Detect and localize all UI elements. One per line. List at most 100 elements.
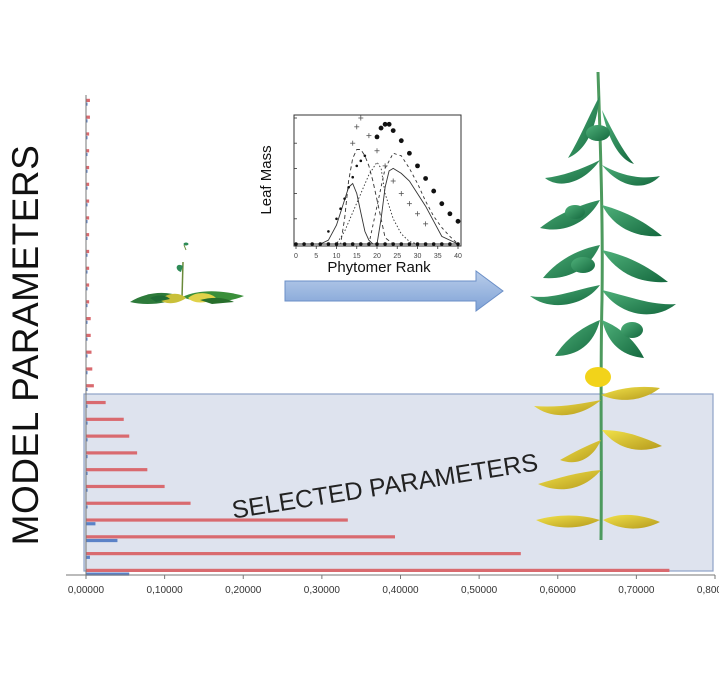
bar-series-1-row-6 [86, 182, 90, 186]
inset-large-dot [439, 201, 445, 207]
inset-large-dot [382, 121, 388, 127]
inset-large-dot [455, 218, 461, 224]
inset-small-dot [359, 159, 363, 163]
bar-series-2-row-25 [86, 505, 88, 509]
bar-series-2-row-19 [86, 404, 88, 408]
inset-large-dot [447, 211, 453, 217]
inset-large-dot [374, 134, 380, 140]
bar-series-2-row-29 [86, 572, 130, 576]
inset-small-dot [347, 186, 350, 189]
bar-chart-x-ticks: 0,00000 0,10000 0,20000 0,30000 0,40000 0,500… [68, 575, 719, 596]
inset-small-dot [343, 197, 346, 200]
bar-series-2-row-14 [86, 320, 88, 324]
inset-baseline-dot [407, 242, 412, 246]
inset-baseline-dot [399, 242, 404, 246]
inset-x-tick-label: 20 [373, 253, 381, 260]
inset-baseline-dot [342, 242, 347, 246]
inset-small-dot [355, 164, 359, 168]
bar-series-2-row-18 [86, 387, 88, 392]
seedling-plant-image [130, 242, 244, 305]
inset-small-dot [363, 154, 367, 158]
bar-chart [86, 98, 670, 576]
bar-series-1-row-3 [86, 132, 90, 136]
bar-series-2-row-23 [86, 471, 88, 475]
inset-baseline-dot [431, 242, 436, 246]
inset-plus-marker [423, 221, 429, 227]
bar-series-2-row-13 [86, 303, 88, 308]
bar-series-2-row-22 [86, 455, 88, 459]
inset-curve-4 [296, 167, 459, 245]
inset-baseline-dot [334, 242, 339, 246]
inset-x-tick-label: 40 [454, 253, 462, 260]
bar-series-1-row-12 [86, 283, 90, 287]
inset-plus-marker [415, 211, 420, 217]
inset-large-dot [390, 128, 396, 134]
bar-series-2-row-2 [86, 119, 88, 123]
bar-series-2-row-12 [86, 287, 88, 291]
bar-series-1-row-10 [86, 249, 90, 254]
bar-series-2-row-27 [86, 538, 118, 543]
bar-series-1-row-14 [86, 317, 91, 321]
bar-series-1-row-18 [86, 384, 94, 388]
bar-series-1-row-26 [86, 518, 348, 522]
inset-plus-marker [354, 124, 360, 130]
inset-baseline-dot [350, 242, 355, 246]
inset-plus-marker [366, 133, 372, 139]
bar-series-2-row-7 [86, 203, 88, 207]
inset-x-tick-label: 25 [393, 253, 401, 260]
bar-series-1-row-19 [86, 400, 106, 405]
inset-small-dot [351, 175, 355, 179]
inset-large-dot [386, 121, 392, 127]
bar-series-2-row-10 [86, 253, 88, 257]
bar-series-1-row-13 [86, 300, 90, 304]
bar-series-1-row-24 [86, 484, 165, 489]
bar-series-1-row-1 [86, 98, 90, 102]
inset-baseline-dot [367, 242, 371, 246]
bar-series-1-row-2 [86, 115, 90, 119]
bar-series-2-row-26 [86, 522, 96, 526]
inset-large-dot [423, 176, 428, 181]
inset-large-dot [415, 163, 420, 169]
inset-plus-marker [382, 163, 388, 169]
bar-series-2-row-5 [86, 169, 88, 173]
bar-series-1-row-29 [86, 568, 670, 572]
bar-series-1-row-7 [86, 199, 90, 203]
inset-x-tick-label: 15 [353, 253, 361, 260]
bar-series-1-row-9 [86, 233, 90, 237]
inset-baseline-dot [375, 242, 379, 246]
bar-series-2-row-28 [86, 555, 90, 559]
bar-series-2-row-15 [86, 337, 88, 341]
x-tick-label: 0,70000 [618, 585, 655, 596]
bar-series-2-row-3 [86, 136, 88, 140]
inset-baseline-dot [415, 242, 420, 246]
bar-series-1-row-4 [86, 149, 90, 153]
inset-plus-marker [374, 148, 380, 154]
x-tick-label: 0,20000 [225, 585, 262, 596]
inset-plus-marker [390, 178, 396, 184]
inset-xlabel: Phytomer Rank [327, 259, 431, 276]
inset-baseline-dot [318, 242, 323, 246]
inset-baseline-dot [302, 242, 306, 246]
inset-baseline-dot [391, 242, 396, 246]
bar-series-2-row-21 [86, 438, 88, 442]
inset-baseline-dot [310, 242, 315, 246]
inset-small-dot [339, 207, 342, 211]
x-tick-label: 0,50000 [461, 585, 498, 596]
bar-series-2-row-24 [86, 488, 88, 492]
x-tick-label: 0,00000 [68, 585, 105, 596]
inset-plus-marker [350, 140, 356, 146]
inset-curve-1 [296, 182, 458, 245]
inset-large-dot [407, 150, 412, 156]
inset-x-tick-label: 5 [314, 253, 318, 260]
bar-series-1-row-16 [86, 350, 92, 354]
bar-series-2-row-4 [86, 152, 88, 157]
inset-baseline-dot [456, 242, 460, 246]
bar-series-2-row-11 [86, 270, 88, 274]
inset-plot: 0 5 10 15 20 25 30 35 40 Leaf Mass Phytomer Rank [258, 114, 462, 276]
model-parameters-label: MODEL PARAMETERS [5, 144, 46, 546]
inset-ylabel: Leaf Mass [258, 145, 275, 214]
x-tick-label: 0,10000 [147, 585, 184, 596]
bar-series-1-row-20 [86, 417, 124, 421]
inset-baseline-dot [440, 242, 444, 246]
